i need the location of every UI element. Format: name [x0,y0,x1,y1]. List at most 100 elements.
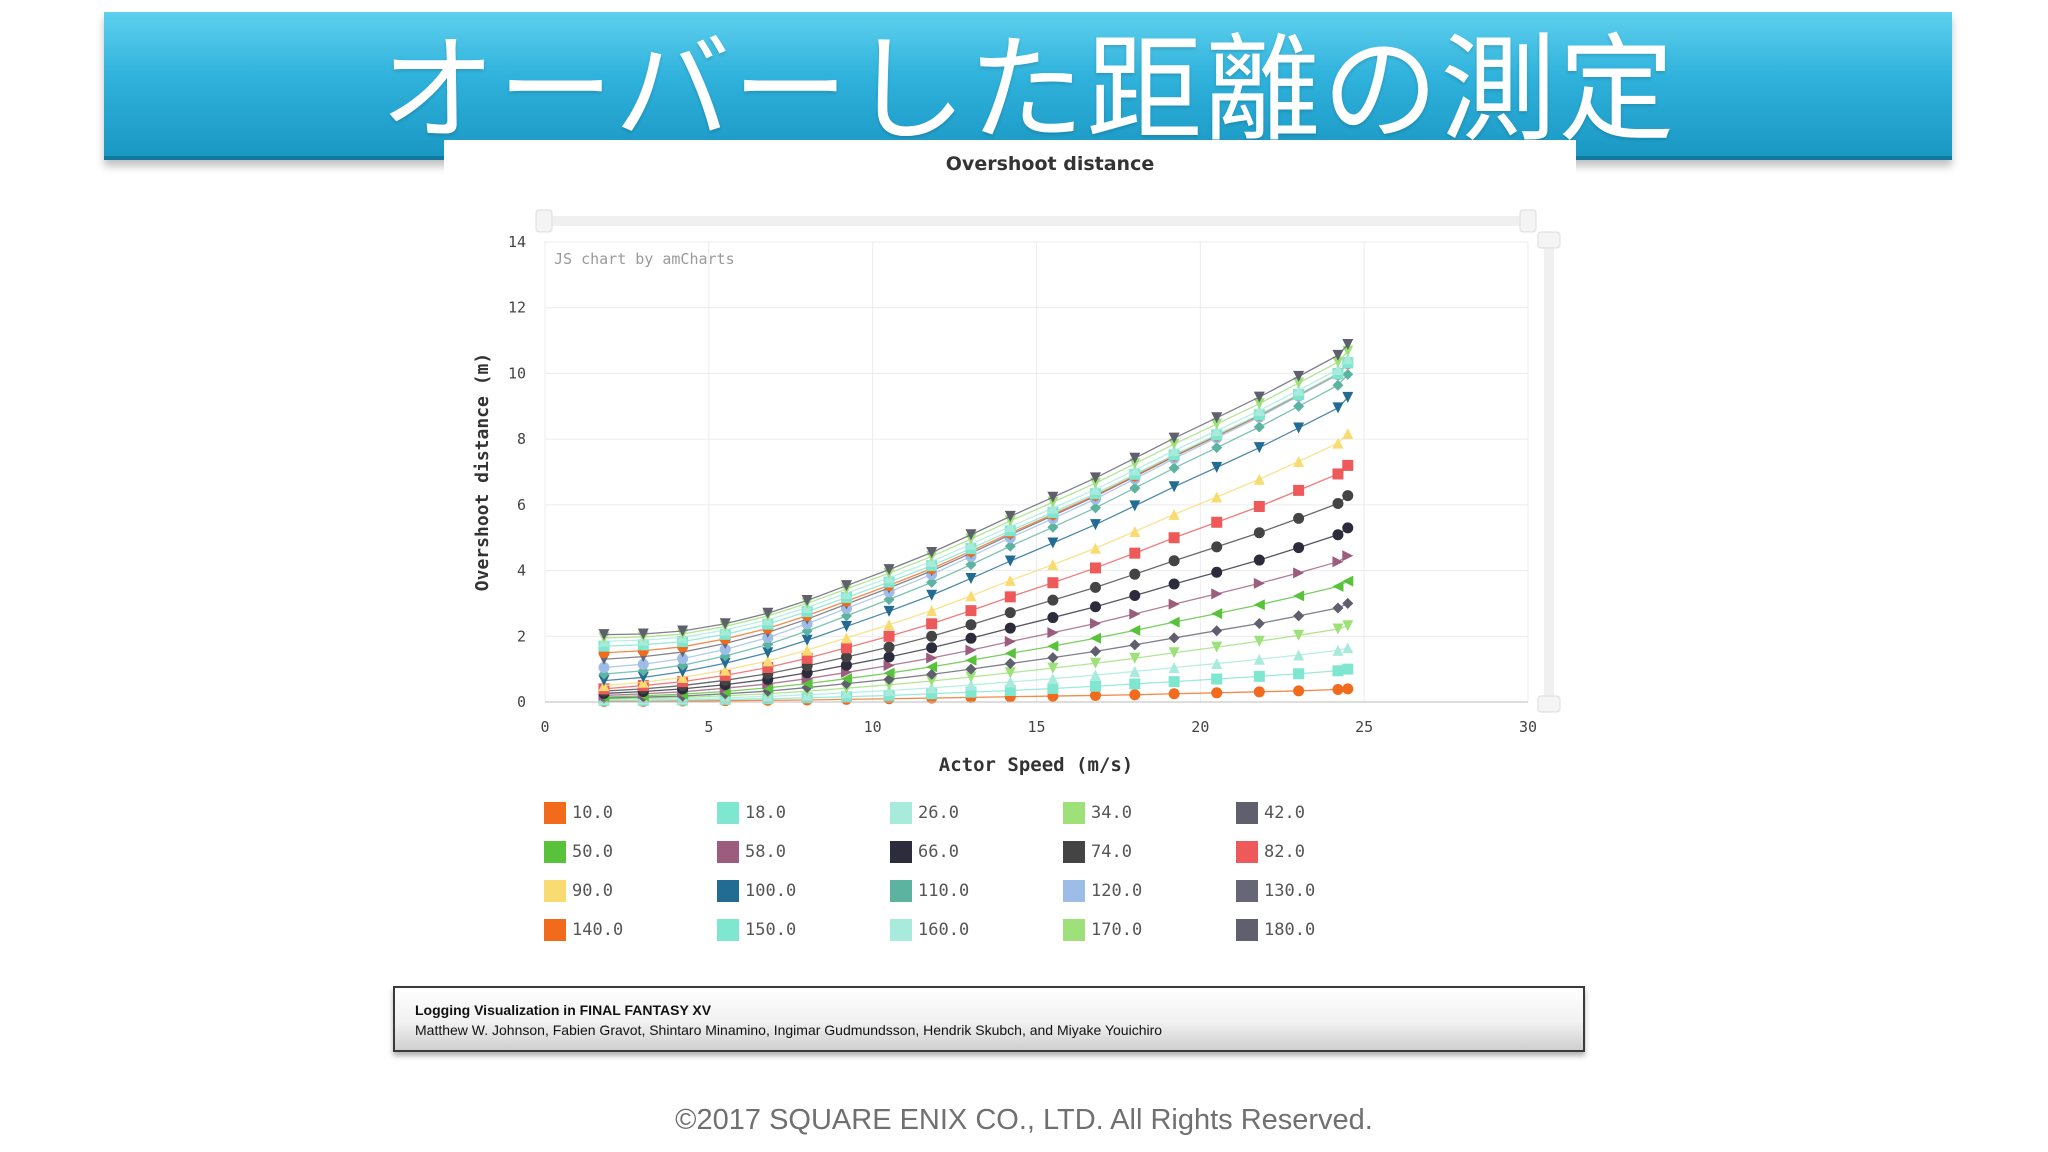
legend-item-82.0[interactable]: 82.0 [1236,839,1305,865]
data-point[interactable] [840,580,852,592]
data-point[interactable] [1332,402,1344,414]
data-point[interactable] [1168,662,1180,673]
data-point[interactable] [1129,639,1141,651]
data-point[interactable] [965,679,977,691]
data-point[interactable] [926,589,938,601]
data-point[interactable] [1129,525,1141,537]
data-point[interactable] [1332,356,1344,368]
data-point[interactable] [1129,624,1141,636]
data-point[interactable] [1089,542,1101,554]
data-point[interactable] [1004,647,1016,659]
data-point[interactable] [762,655,774,667]
data-point[interactable] [1047,652,1059,664]
data-point[interactable] [1332,437,1344,449]
data-point[interactable] [1047,683,1059,695]
data-point[interactable] [1004,607,1016,619]
data-point[interactable] [1332,529,1344,541]
data-point[interactable] [1047,491,1059,503]
data-point[interactable] [1211,608,1223,620]
data-point[interactable] [840,659,852,671]
data-point[interactable] [965,644,977,656]
legend-item-66.0[interactable]: 66.0 [890,839,959,865]
data-point[interactable] [1168,462,1180,474]
data-point[interactable] [1168,676,1180,688]
data-point[interactable] [1211,418,1223,430]
data-point[interactable] [1089,632,1101,644]
y-scrollbar[interactable] [1544,240,1554,710]
legend-item-90.0[interactable]: 90.0 [544,878,613,904]
data-point[interactable] [1332,363,1344,375]
data-point[interactable] [1089,562,1101,574]
data-point[interactable] [965,686,977,698]
data-point[interactable] [1168,688,1180,700]
data-point[interactable] [1168,578,1180,590]
data-point[interactable] [801,594,813,606]
data-point[interactable] [762,647,774,659]
data-point[interactable] [1168,438,1180,450]
data-point[interactable] [965,671,977,683]
data-point[interactable] [926,652,938,664]
data-point[interactable] [965,663,977,675]
data-point[interactable] [1047,627,1059,639]
data-point[interactable] [598,675,610,687]
data-point[interactable] [1332,580,1344,592]
data-point[interactable] [637,628,649,640]
data-point[interactable] [965,632,977,644]
data-point[interactable] [719,643,731,655]
data-point[interactable] [1342,368,1354,380]
data-point[interactable] [926,661,938,673]
data-point[interactable] [598,629,610,641]
data-point[interactable] [1293,377,1305,389]
data-point[interactable] [926,642,938,654]
data-point[interactable] [1089,645,1101,657]
data-point[interactable] [1004,658,1016,670]
data-point[interactable] [719,618,731,630]
data-point[interactable] [677,671,689,683]
data-point[interactable] [1047,673,1059,685]
data-point[interactable] [1293,384,1305,396]
data-point[interactable] [1047,640,1059,652]
data-point[interactable] [677,653,689,665]
data-point[interactable] [1253,670,1265,682]
data-point[interactable] [1047,502,1059,514]
y-scrollbar-bottom-handle[interactable] [1537,695,1561,713]
data-point[interactable] [1253,421,1265,433]
data-point[interactable] [1342,490,1354,502]
data-point[interactable] [1168,555,1180,567]
data-point[interactable] [1047,559,1059,571]
data-point[interactable] [1129,608,1141,620]
legend-item-110.0[interactable]: 110.0 [890,878,969,904]
data-point[interactable] [1129,547,1141,559]
legend-item-18.0[interactable]: 18.0 [717,800,786,826]
data-point[interactable] [1004,676,1016,688]
data-point[interactable] [1253,577,1265,589]
data-point[interactable] [1089,581,1101,593]
data-point[interactable] [1253,473,1265,485]
data-point[interactable] [965,590,977,602]
data-point[interactable] [1332,602,1344,614]
data-point[interactable] [1004,574,1016,586]
data-point[interactable] [840,632,852,644]
data-point[interactable] [1211,412,1223,424]
data-point[interactable] [840,678,852,690]
data-point[interactable] [1253,501,1265,512]
data-point[interactable] [1332,623,1344,635]
legend-item-100.0[interactable]: 100.0 [717,878,796,904]
legend-item-120.0[interactable]: 120.0 [1063,878,1142,904]
data-point[interactable] [1089,483,1101,495]
data-point[interactable] [883,641,895,653]
data-point[interactable] [1211,461,1223,473]
data-point[interactable] [1342,642,1354,654]
data-point[interactable] [1253,635,1265,647]
data-point[interactable] [1332,556,1344,568]
data-point[interactable] [1293,668,1305,680]
data-point[interactable] [1332,379,1344,391]
legend-item-74.0[interactable]: 74.0 [1063,839,1132,865]
data-point[interactable] [1168,508,1180,520]
data-point[interactable] [883,593,895,605]
data-point[interactable] [1253,686,1265,698]
data-point[interactable] [1342,522,1354,534]
data-point[interactable] [719,657,731,669]
data-point[interactable] [1211,516,1223,528]
data-point[interactable] [840,620,852,632]
